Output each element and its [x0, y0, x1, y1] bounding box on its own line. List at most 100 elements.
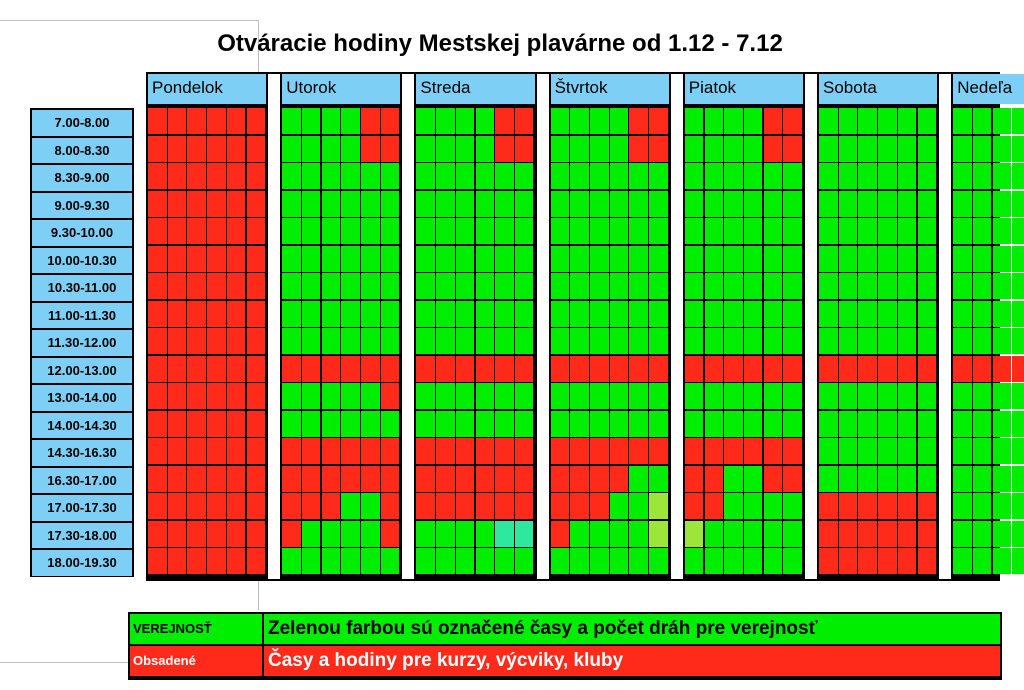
lane-cell	[819, 410, 838, 437]
lane-cell	[992, 328, 1012, 355]
lane-cell	[897, 245, 917, 272]
lane-cell	[514, 190, 534, 217]
lane-cell	[1012, 383, 1024, 410]
lane-cell	[783, 108, 802, 135]
lane-cell	[495, 520, 514, 547]
lane-cell	[416, 218, 435, 245]
day-separator	[402, 74, 415, 579]
lane-cell	[187, 355, 206, 382]
lane-cell	[301, 163, 321, 190]
lane-cell	[416, 163, 435, 190]
time-slot: 14.00-14.30	[32, 412, 132, 438]
lane-cell	[301, 108, 321, 135]
lane-cell	[953, 465, 972, 492]
lane-cell	[148, 273, 167, 300]
time-slot: 9.00-9.30	[32, 192, 132, 218]
lane-cell	[187, 438, 206, 465]
lane-cell	[704, 493, 723, 520]
lane-cell	[858, 218, 877, 245]
lane-cell	[917, 493, 936, 520]
lane-cell	[550, 218, 570, 245]
lane-cell	[704, 520, 723, 547]
lane-cell	[684, 520, 704, 547]
lane-cell	[629, 520, 648, 547]
lane-cell	[609, 493, 629, 520]
lane-cell	[629, 300, 648, 327]
lane-cell	[763, 520, 783, 547]
lane-cell	[992, 355, 1012, 382]
lane-cell	[629, 273, 648, 300]
lane-cell	[783, 163, 802, 190]
lane-cell	[783, 245, 802, 272]
lane-cell	[148, 355, 167, 382]
lane-cell	[187, 465, 206, 492]
lane-cell	[550, 355, 570, 382]
lane-cell	[609, 328, 629, 355]
lane-cell	[724, 410, 743, 437]
lane-cell	[380, 465, 400, 492]
lane-cell	[992, 438, 1012, 465]
lane-cell	[207, 438, 226, 465]
lane-cell	[570, 410, 589, 437]
lane-cell	[917, 108, 936, 135]
lane-cell	[878, 383, 897, 410]
lane-cell	[495, 108, 514, 135]
lane-cell	[763, 410, 783, 437]
lane-cell	[838, 108, 858, 135]
lane-cell	[380, 218, 400, 245]
lane-cell	[361, 410, 380, 437]
lane-cell	[783, 190, 802, 217]
lane-cell	[301, 493, 321, 520]
lane-cell	[763, 465, 783, 492]
lane-cell	[917, 190, 936, 217]
lane-cell	[838, 383, 858, 410]
lane-cell	[649, 135, 668, 162]
lane-cell	[992, 410, 1012, 437]
lane-cell	[819, 328, 838, 355]
lane-cell	[878, 273, 897, 300]
lane-cell	[207, 245, 226, 272]
lane-cell	[226, 410, 246, 437]
lane-cell	[416, 410, 435, 437]
lane-cell	[495, 273, 514, 300]
lane-cell	[570, 218, 589, 245]
lane-cell	[704, 273, 723, 300]
lane-cell	[226, 245, 246, 272]
lane-cell	[704, 218, 723, 245]
lane-cell	[917, 465, 936, 492]
lane-cell	[992, 190, 1012, 217]
lane-cell	[590, 190, 609, 217]
lane-cell	[649, 410, 668, 437]
lane-cell	[858, 520, 877, 547]
lane-cell	[416, 108, 435, 135]
lane-cell	[724, 328, 743, 355]
lane-cell	[475, 108, 494, 135]
lane-cell	[609, 300, 629, 327]
lane-cell	[455, 520, 475, 547]
lane-cell	[917, 438, 936, 465]
lane-cell	[148, 465, 167, 492]
lane-cell	[380, 410, 400, 437]
lane-cell	[321, 300, 341, 327]
lane-cell	[455, 493, 475, 520]
lane-cell	[187, 383, 206, 410]
lane-cell	[819, 493, 838, 520]
lane-cell	[416, 465, 435, 492]
lane-cell	[455, 438, 475, 465]
lane-cell	[514, 135, 534, 162]
lane-cell	[972, 520, 992, 547]
lane-cell	[321, 410, 341, 437]
lane-cell	[455, 135, 475, 162]
time-slot: 14.30-16.30	[32, 440, 132, 466]
lane-cell	[704, 245, 723, 272]
lane-cell	[167, 493, 187, 520]
lane-cell	[321, 493, 341, 520]
lane-cell	[629, 245, 648, 272]
lane-cell	[475, 135, 494, 162]
lane-cell	[649, 190, 668, 217]
lane-cell	[380, 163, 400, 190]
lane-cell	[282, 300, 301, 327]
lane-cell	[972, 493, 992, 520]
lane-cell	[858, 548, 877, 575]
lane-cell	[416, 273, 435, 300]
